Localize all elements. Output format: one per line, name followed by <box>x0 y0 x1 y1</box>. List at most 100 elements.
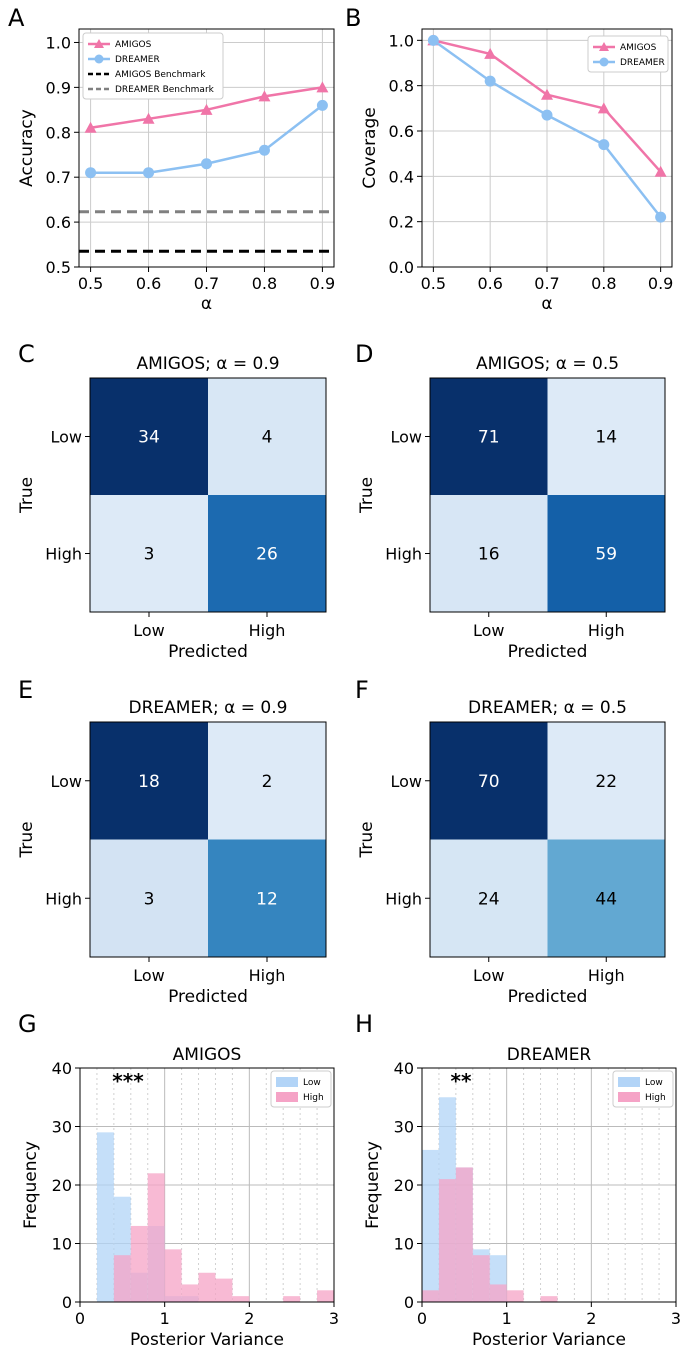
y-tick-label: Low <box>50 428 82 447</box>
legend-label: DREAMER Benchmark <box>115 85 215 95</box>
y-tick-label: 0.4 <box>389 167 414 186</box>
data-point <box>316 99 328 111</box>
data-point <box>258 144 270 156</box>
legend-swatch <box>618 1077 640 1087</box>
legend-label: Low <box>645 1078 663 1088</box>
y-axis-label: Accuracy <box>17 109 37 187</box>
histogram-bar <box>455 1167 473 1302</box>
panel-letter: D <box>355 340 373 368</box>
cell-value: 12 <box>256 889 278 909</box>
panel-letter: F <box>355 676 369 704</box>
heatmap-cell <box>208 378 326 495</box>
plot-frame <box>89 377 327 613</box>
cell-value: 18 <box>138 772 160 792</box>
y-tick-label: 0.5 <box>46 258 71 277</box>
cell-value: 71 <box>478 428 500 448</box>
significance-annotation: *** <box>112 1069 144 1093</box>
y-tick-label: 10 <box>394 1235 414 1254</box>
y-tick-label: Low <box>50 772 82 791</box>
heatmap-cell <box>90 378 208 495</box>
y-tick-label: 1.0 <box>389 31 414 50</box>
heatmap-cell <box>547 839 665 957</box>
data-point <box>427 34 439 46</box>
x-axis-label: Predicted <box>508 987 588 1007</box>
legend-box <box>82 32 224 100</box>
x-tick-label: Low <box>133 966 165 985</box>
x-tick-label: 0.5 <box>78 274 103 293</box>
plot-frame <box>429 377 666 613</box>
x-tick-label: 0.5 <box>421 274 446 293</box>
data-point <box>598 139 610 151</box>
cell-value: 26 <box>256 545 278 565</box>
legend-label: Low <box>303 1078 321 1088</box>
histogram-bar <box>181 1284 199 1302</box>
x-tick-label: 0.6 <box>136 274 161 293</box>
panel-letter: G <box>18 1010 37 1038</box>
significance-annotation: ** <box>451 1069 472 1093</box>
x-tick-label: 0.8 <box>252 274 277 293</box>
heatmap-cell <box>547 722 665 840</box>
y-tick-label: 30 <box>394 1118 414 1137</box>
panel-letter: E <box>18 676 33 704</box>
data-point <box>655 211 667 223</box>
y-tick-label: 0.8 <box>389 77 414 96</box>
histogram-bar <box>215 1278 233 1302</box>
x-tick-label: 0.8 <box>591 274 616 293</box>
x-tick-label: 2 <box>244 1309 254 1328</box>
y-tick-label: 0.6 <box>46 213 71 232</box>
y-tick-label: 0.9 <box>46 78 71 97</box>
cell-value: 16 <box>478 545 500 565</box>
x-tick-label: 2 <box>586 1309 596 1328</box>
y-tick-label: Low <box>390 428 422 447</box>
x-tick-label: 0.6 <box>477 274 502 293</box>
cell-value: 34 <box>138 428 160 448</box>
heatmap-cell <box>430 722 548 840</box>
histogram-bar <box>113 1255 131 1302</box>
legend-swatch <box>276 1092 298 1102</box>
panel-letter: H <box>355 1010 373 1038</box>
y-tick-label: High <box>385 889 422 908</box>
chart-title: AMIGOS <box>173 1045 242 1065</box>
cell-value: 14 <box>595 428 617 448</box>
y-tick-label: 40 <box>394 1059 414 1078</box>
data-point <box>316 81 329 93</box>
x-tick-label: 0.7 <box>534 274 559 293</box>
y-tick-label: 1.0 <box>46 33 71 52</box>
x-tick-label: 3 <box>329 1309 339 1328</box>
histogram-bar <box>489 1284 507 1302</box>
chart-title: DREAMER; α = 0.9 <box>129 698 288 718</box>
x-axis-label: Posterior Variance <box>472 1330 626 1350</box>
x-tick-label: 3 <box>671 1309 681 1328</box>
x-axis-label: Predicted <box>168 987 248 1007</box>
histogram-bar <box>164 1249 182 1302</box>
x-tick-label: High <box>588 621 625 640</box>
y-axis-label: Frequency <box>21 1141 41 1229</box>
legend-label: AMIGOS Benchmark <box>115 70 206 80</box>
chart-title: DREAMER <box>507 1045 592 1065</box>
x-tick-label: Low <box>133 621 165 640</box>
legend-marker <box>94 39 104 48</box>
x-axis-label: Predicted <box>508 642 588 662</box>
y-tick-label: 0 <box>404 1293 414 1312</box>
y-axis-label: True <box>357 821 377 858</box>
legend-label: AMIGOS <box>620 43 657 53</box>
histogram-bar <box>422 1149 439 1302</box>
heatmap-cell <box>90 722 208 840</box>
histogram-bar <box>283 1296 301 1302</box>
data-point <box>484 75 496 87</box>
histogram-bar <box>96 1132 114 1302</box>
panel-letter: A <box>8 4 25 32</box>
x-tick-label: 0 <box>75 1309 85 1328</box>
y-tick-label: 0.0 <box>389 258 414 277</box>
x-tick-label: 0.9 <box>310 274 335 293</box>
histogram-bar <box>506 1290 524 1302</box>
heatmap-cell <box>547 378 665 495</box>
cell-value: 3 <box>144 889 155 909</box>
data-point <box>484 47 497 59</box>
legend-label: High <box>303 1093 324 1103</box>
y-tick-label: 30 <box>52 1118 72 1137</box>
x-tick-label: High <box>588 966 625 985</box>
